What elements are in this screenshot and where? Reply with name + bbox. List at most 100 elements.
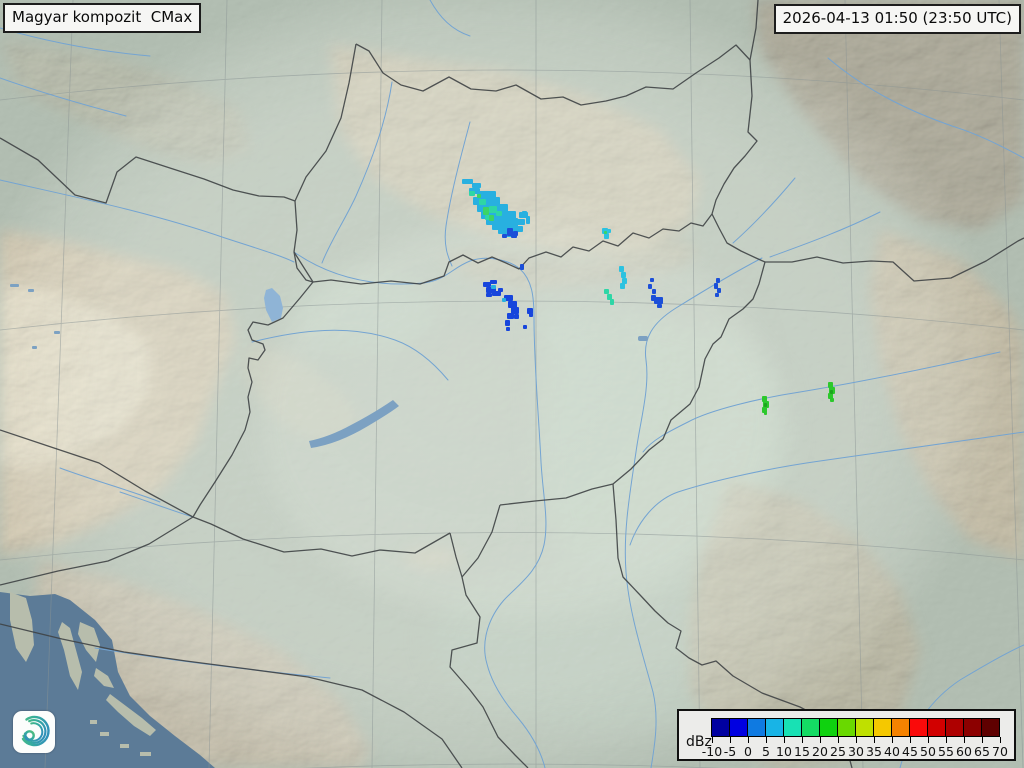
dbz-color-box <box>873 718 892 737</box>
radar-echo-cell <box>514 314 519 319</box>
dbz-color-box <box>855 718 874 737</box>
radar-echo-cell <box>506 327 510 331</box>
radar-echo-cell <box>764 403 767 407</box>
radar-echo-cell <box>486 293 492 297</box>
radar-echo-cell <box>830 398 834 402</box>
dbz-tick-label: 25 <box>830 744 846 759</box>
dbz-tick-mark <box>747 737 749 743</box>
dbz-tick-mark <box>855 737 857 743</box>
radar-echo-cell <box>657 304 662 308</box>
dbz-color-box <box>711 718 730 737</box>
dbz-tick-label: 5 <box>762 744 770 759</box>
hungaromet-logo[interactable] <box>13 711 55 753</box>
dbz-tick-label: 20 <box>812 744 828 759</box>
radar-echo-cell <box>483 282 491 287</box>
dbz-tick-mark <box>909 737 911 743</box>
dbz-tick-mark <box>765 737 767 743</box>
radar-echo-cell <box>462 179 473 184</box>
radar-echo-cell <box>610 299 614 305</box>
radar-echo-cell <box>619 266 624 272</box>
dbz-tick-label: -10 <box>701 744 723 759</box>
radar-echo-cell <box>477 191 496 198</box>
dbz-tick-mark <box>819 737 821 743</box>
radar-echo-cell <box>479 199 486 205</box>
dbz-color-box <box>747 718 766 737</box>
dbz-color-box <box>891 718 910 737</box>
dbz-tick-mark <box>711 737 713 743</box>
timestamp: 2026-04-13 01:50 (23:50 UTC) <box>773 4 1021 34</box>
dbz-color-box <box>981 718 1000 737</box>
dbz-tick-mark <box>729 737 731 743</box>
dbz-color-box <box>729 718 748 737</box>
dbz-color-box <box>765 718 784 737</box>
dbz-tick-mark <box>999 737 1001 743</box>
radar-echo-cell <box>472 183 481 188</box>
dbz-color-box <box>837 718 856 737</box>
radar-echo-cell <box>520 264 524 270</box>
dbz-tick-label: 45 <box>902 744 918 759</box>
lake-tisza <box>638 336 648 341</box>
lakes-layer <box>10 284 648 448</box>
radar-echo-cell <box>828 393 833 399</box>
dbz-tick-label: 0 <box>744 744 752 759</box>
radar-echo-cell <box>477 194 481 198</box>
product-title: Magyar kompozit CMax <box>3 3 202 33</box>
radar-echo-cell <box>830 390 833 394</box>
radar-echo-cell <box>714 283 718 289</box>
radar-echo-cell <box>828 382 833 388</box>
dbz-tick-label: 50 <box>920 744 936 759</box>
radar-echo-cell <box>621 272 626 278</box>
radar-echo-cell <box>508 301 517 308</box>
dbz-color-box <box>963 718 982 737</box>
radar-echo-cell <box>469 191 475 196</box>
dbz-tick-label: 55 <box>938 744 954 759</box>
dbz-tick-label: 15 <box>794 744 810 759</box>
radar-echo-cell <box>511 307 519 314</box>
dbz-color-box <box>945 718 964 737</box>
radar-echo-cell <box>716 278 720 283</box>
radar-echo-cell <box>717 288 721 293</box>
radar-echo-layer <box>462 179 835 415</box>
dbz-tick-mark <box>873 737 875 743</box>
radar-echo-cell <box>607 294 612 300</box>
dbz-tick-mark <box>981 737 983 743</box>
radar-echo-cell <box>650 278 654 282</box>
dbz-color-box <box>783 718 802 737</box>
radar-echo-cell <box>607 229 611 233</box>
dbz-color-box <box>819 718 838 737</box>
radar-echo-cell <box>526 216 530 224</box>
radar-echo-cell <box>762 396 767 402</box>
dbz-color-box <box>909 718 928 737</box>
lake-neusiedl <box>264 288 283 322</box>
dbz-colorbar <box>711 718 1000 737</box>
radar-echo-cell <box>473 197 500 205</box>
radar-echo-cell <box>522 211 527 218</box>
dbz-legend: dBz -10 -5 0 5 10 15 20 25 30 35 40 45 50 55 60 65 70 <box>677 709 1016 761</box>
radar-echo-cell <box>515 219 525 225</box>
spiral-logo-icon <box>19 715 50 747</box>
dbz-tick-mark <box>783 737 785 743</box>
radar-echo-cell <box>507 313 514 319</box>
radar-echo-cell <box>496 211 502 216</box>
dbz-tick-mark <box>891 737 893 743</box>
radar-echo-cell <box>502 234 507 238</box>
radar-echo-cell <box>489 206 497 213</box>
radar-echo-cell <box>502 298 506 302</box>
radar-echo-cell <box>492 291 501 296</box>
radar-echo-cell <box>622 278 627 284</box>
radar-echo-cell <box>604 231 607 234</box>
radar-echo-cell <box>523 325 527 329</box>
dbz-tick-label: 40 <box>884 744 900 759</box>
dbz-tick-label: 60 <box>956 744 972 759</box>
dbz-tick-label: 65 <box>974 744 990 759</box>
radar-echo-cell <box>655 299 659 303</box>
radar-echo-cell <box>620 283 625 289</box>
radar-echo-cell <box>483 207 489 215</box>
radar-echo-cell <box>527 308 533 314</box>
radar-echo-cell <box>715 293 719 297</box>
dbz-tick-label: 35 <box>866 744 882 759</box>
